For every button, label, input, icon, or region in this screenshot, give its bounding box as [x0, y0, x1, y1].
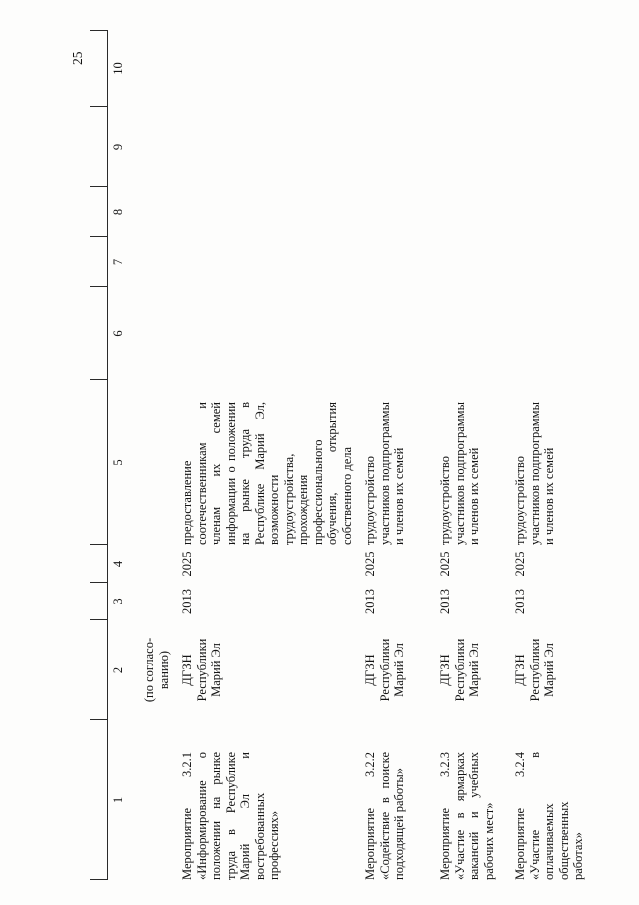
column-tick: [90, 879, 108, 880]
table-row: Мероприятие 3.2.1 «Информирование о поло…: [180, 30, 354, 880]
column-number: 2: [111, 666, 125, 674]
column-number: 6: [111, 330, 125, 337]
page-number: 25: [70, 51, 85, 66]
cell-activity: Мероприятие 3.2.3 «Участие в ярмарках ва…: [438, 752, 496, 880]
cell-executor: ДГЗН Республики Марий Эл: [438, 638, 481, 702]
column-number: 1: [111, 796, 125, 804]
column-number: 7: [111, 258, 125, 266]
cell-year-end: 2025: [180, 551, 194, 577]
cell-expected-result: предоставление соотечественникам и члена…: [180, 402, 354, 545]
header-rule: [107, 30, 108, 880]
cell-expected-result: трудоустройство участников подпрограммы …: [363, 402, 406, 545]
column-tick: [90, 582, 108, 583]
column-number: 3: [111, 598, 125, 605]
table-row: Мероприятие 3.2.3 «Участие в ярмарках ва…: [438, 30, 496, 880]
column-tick: [90, 719, 108, 720]
cell-year-start: 2013: [180, 589, 194, 614]
cell-executor: ДГЗН Республики Марий Эл: [363, 638, 406, 702]
cell-expected-result: трудоустройство участников подпрограммы …: [513, 402, 556, 545]
cell-year-start: 2013: [438, 589, 452, 614]
column-tick: [90, 286, 108, 287]
cell-year-end: 2025: [438, 551, 452, 577]
column-tick: [90, 544, 108, 545]
cell-year-start: 2013: [513, 589, 527, 614]
column-tick: [90, 30, 108, 31]
table-row: Мероприятие 3.2.2 «Содействие в поиске п…: [363, 30, 407, 880]
cell-activity: Мероприятие 3.2.4 «Участие в оплачиваемы…: [513, 752, 585, 880]
cell-expected-result: трудоустройство участников подпрограммы …: [438, 402, 481, 545]
cell-year-end: 2025: [363, 551, 377, 577]
cell-executor: ДГЗН Республики Марий Эл: [513, 638, 556, 702]
column-number: 8: [111, 208, 125, 216]
continuation-note: (по согласо-ванию): [142, 637, 171, 703]
column-number: 4: [111, 560, 125, 568]
table-row: Мероприятие 3.2.4 «Участие в оплачиваемы…: [513, 30, 586, 880]
column-numbers-row: 1 2 3 4 5 6 7 8 9 10: [111, 30, 126, 880]
cell-year-end: 2025: [513, 551, 527, 577]
column-number: 5: [111, 459, 125, 466]
column-tick: [90, 236, 108, 237]
cell-activity: [142, 720, 171, 880]
column-number: 9: [111, 143, 125, 151]
cell-activity: Мероприятие 3.2.2 «Содействие в поиске п…: [363, 752, 406, 880]
cell-executor: ДГЗН Республики Марий Эл: [180, 638, 223, 702]
cell-year-start: 2013: [363, 589, 377, 614]
column-tick: [90, 619, 108, 620]
column-tick: [90, 186, 108, 187]
column-tick: [90, 106, 108, 107]
column-number: 10: [111, 62, 125, 75]
cell-activity: Мероприятие 3.2.1 «Информирование о поло…: [180, 752, 281, 880]
column-tick: [90, 379, 108, 380]
table-row-continuation: (по согласо-ванию): [142, 30, 171, 880]
